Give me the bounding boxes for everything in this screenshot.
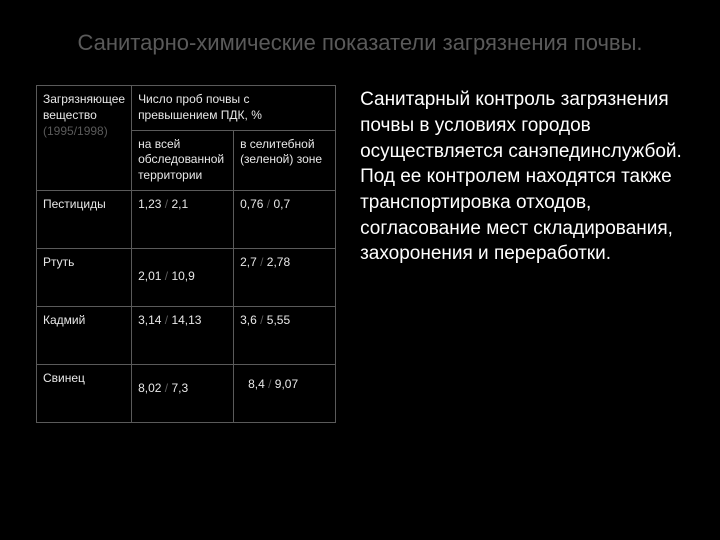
cell-name: Кадмий — [37, 306, 132, 364]
page-title: Санитарно-химические показатели загрязне… — [36, 24, 684, 61]
description-text: Санитарный контроль загрязнения почвы в … — [360, 85, 684, 422]
content-area: Загрязняющее вещество (1995/1998) Число … — [36, 85, 684, 422]
cell-all: 3,14 / 14,13 — [132, 306, 234, 364]
cell-green: 3,6 / 5,55 — [234, 306, 336, 364]
cell-name: Ртуть — [37, 248, 132, 306]
table-row: Пестициды 1,23 / 2,1 0,76 / 0,7 — [37, 190, 336, 248]
header-sub-green: в селитебной (зеленой) зоне — [234, 130, 336, 190]
table-row: Свинец 8,02 / 7,3 8,4 / 9,07 — [37, 364, 336, 422]
cell-name: Свинец — [37, 364, 132, 422]
table-row: Кадмий 3,14 / 14,13 3,6 / 5,55 — [37, 306, 336, 364]
pollution-table: Загрязняющее вещество (1995/1998) Число … — [36, 85, 336, 422]
cell-name: Пестициды — [37, 190, 132, 248]
cell-green: 2,7 / 2,78 — [234, 248, 336, 306]
cell-green: 8,4 / 9,07 — [234, 364, 336, 422]
table-row: Ртуть 2,01 / 10,9 2,7 / 2,78 — [37, 248, 336, 306]
header-pollutant: Загрязняющее вещество (1995/1998) — [37, 86, 132, 190]
table-header-row-1: Загрязняющее вещество (1995/1998) Число … — [37, 86, 336, 130]
cell-all: 8,02 / 7,3 — [132, 364, 234, 422]
header-samples: Число проб почвы с превышением ПДК, % — [132, 86, 336, 130]
cell-green: 0,76 / 0,7 — [234, 190, 336, 248]
cell-all: 1,23 / 2,1 — [132, 190, 234, 248]
cell-all: 2,01 / 10,9 — [132, 248, 234, 306]
header-sub-all: на всей обследованной территории — [132, 130, 234, 190]
table-wrapper: Загрязняющее вещество (1995/1998) Число … — [36, 85, 336, 422]
